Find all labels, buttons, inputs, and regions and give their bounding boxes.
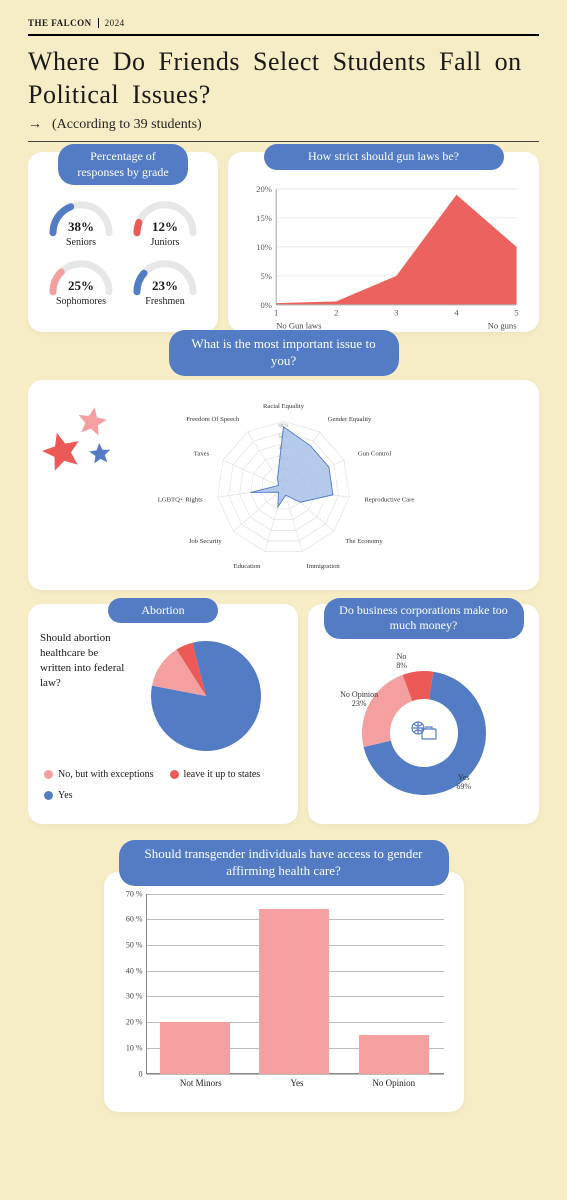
corp-donut — [339, 645, 509, 815]
gauge-label: Juniors — [151, 237, 180, 248]
sub-rule — [28, 141, 539, 142]
svg-text:5: 5 — [514, 307, 518, 317]
grades-title: Percentage of responses by grade — [58, 144, 188, 185]
bar-ytick: 10 % — [117, 1043, 143, 1052]
gauge-juniors: 12% Juniors — [128, 197, 202, 248]
bar-label: Not Minors — [180, 1078, 222, 1088]
year: 2024 — [105, 18, 125, 28]
legend-swatch — [44, 770, 53, 779]
abortion-question: Should abortion healthcare be written in… — [40, 631, 130, 761]
page-title: Where Do Friends Select Students Fall on… — [28, 46, 539, 111]
corp-title: Do business corporations make too much m… — [324, 598, 524, 639]
svg-text:Racial Equality: Racial Equality — [263, 403, 305, 410]
svg-text:0%: 0% — [260, 300, 271, 310]
svg-text:Reproductive Care: Reproductive Care — [364, 496, 414, 503]
subtitle-row: → (According to 39 students) — [28, 117, 539, 133]
svg-text:No guns: No guns — [488, 320, 517, 330]
svg-text:15%: 15% — [256, 213, 272, 223]
bar-label: Yes — [290, 1078, 303, 1088]
publication: THE FALCON — [28, 18, 92, 28]
svg-text:2: 2 — [334, 307, 338, 317]
donut-label: No8% — [396, 653, 407, 671]
gauge-label: Sophomores — [56, 296, 106, 307]
svg-text:Gun Control: Gun Control — [358, 450, 392, 457]
donut-label: Yes69% — [456, 774, 471, 792]
bar-ytick: 50 % — [117, 940, 143, 949]
bar-ytick: 30 % — [117, 992, 143, 1001]
trans-card: 010 %20 %30 %40 %50 %60 %70 % Not Minors… — [104, 872, 464, 1112]
gun-card: How strict should gun laws be? 0%5%10%15… — [228, 152, 539, 332]
svg-text:The Economy: The Economy — [345, 538, 383, 545]
svg-text:10%: 10% — [256, 242, 272, 252]
bar — [160, 1022, 230, 1073]
bar-ytick: 20 % — [117, 1018, 143, 1027]
bar-ytick: 70 % — [117, 889, 143, 898]
stars-decoration — [42, 404, 132, 489]
trans-title: Should transgender individuals have acce… — [119, 840, 449, 886]
gauge-pct: 12% — [152, 219, 178, 235]
bar-label: No Opinion — [372, 1078, 415, 1088]
grades-card: Percentage of responses by grade 38%Seni… — [28, 152, 218, 332]
legend-item: No, but with exceptions — [44, 769, 154, 780]
svg-text:3: 3 — [394, 307, 398, 317]
gauge-seniors: 38% Seniors — [44, 197, 118, 248]
legend-item: leave it up to states — [170, 769, 261, 780]
bar-ytick: 40 % — [117, 966, 143, 975]
legend-item: Yes — [44, 790, 73, 801]
bar — [359, 1035, 429, 1074]
abortion-title: Abortion — [108, 598, 218, 624]
radar-section: What is the most important issue to you?… — [28, 330, 539, 590]
svg-text:No Gun laws: No Gun laws — [276, 320, 322, 330]
gauge-pct: 23% — [152, 278, 178, 294]
abortion-legend: No, but with exceptions leave it up to st… — [38, 769, 288, 801]
row-abortion-corp: Abortion Should abortion healthcare be w… — [28, 604, 539, 824]
bar-ytick: 0 — [117, 1069, 143, 1078]
row-grades-gun: Percentage of responses by grade 38%Seni… — [28, 152, 539, 332]
svg-text:20%: 20% — [256, 184, 272, 194]
radar-title: What is the most important issue to you? — [169, 330, 399, 376]
gun-area-chart: 0% 5% 10% 15% 20% 1 2 3 4 5 No Gun laws No guns — [238, 170, 529, 335]
top-rule — [28, 34, 539, 36]
legend-swatch — [44, 791, 53, 800]
legend-label: No, but with exceptions — [58, 769, 154, 780]
svg-text:Taxes: Taxes — [194, 450, 210, 457]
svg-text:Job Security: Job Security — [189, 538, 223, 545]
bar — [259, 909, 329, 1074]
legend-label: leave it up to states — [184, 769, 261, 780]
trans-bar-labels: Not Minors Yes No Opinion — [146, 1078, 450, 1088]
donut-label: No Opinion23% — [340, 691, 378, 709]
svg-text:LGBTQ+ Rights: LGBTQ+ Rights — [158, 496, 203, 503]
subtitle: (According to 39 students) — [52, 117, 202, 133]
svg-text:5%: 5% — [260, 271, 271, 281]
gauges-grid: 38% Seniors 12% Juniors 25% Sophomores 23% Fres… — [38, 197, 208, 307]
radar-card: 10 %20 %30 %40 %50 %60 %Racial EqualityG… — [28, 380, 539, 590]
gauge-pct: 38% — [68, 219, 94, 235]
svg-text:Education: Education — [234, 563, 262, 570]
gauge-label: Seniors — [66, 237, 96, 248]
corp-card: Do business corporations make too much m… — [308, 604, 539, 824]
gauge-label: Freshmen — [145, 296, 184, 307]
gun-title: How strict should gun laws be? — [264, 144, 504, 170]
masthead: THE FALCON 2024 — [28, 18, 539, 28]
abortion-card: Abortion Should abortion healthcare be w… — [28, 604, 298, 824]
gauge-pct: 25% — [68, 278, 94, 294]
legend-label: Yes — [58, 790, 73, 801]
bar-ytick: 60 % — [117, 915, 143, 924]
svg-text:Freedom Of Speech: Freedom Of Speech — [186, 416, 240, 423]
svg-text:Immigration: Immigration — [307, 563, 341, 570]
abortion-pie — [136, 631, 276, 761]
svg-text:1: 1 — [274, 307, 278, 317]
gauge-freshmen: 23% Freshmen — [128, 256, 202, 307]
trans-bar-chart: 010 %20 %30 %40 %50 %60 %70 % — [146, 894, 444, 1074]
svg-text:4: 4 — [454, 307, 459, 317]
trans-section: Should transgender individuals have acce… — [28, 840, 539, 1112]
arrow-icon: → — [28, 117, 42, 133]
gauge-sophomores: 25% Sophomores — [44, 256, 118, 307]
legend-swatch — [170, 770, 179, 779]
masthead-divider — [98, 18, 99, 28]
svg-text:Gender Equality: Gender Equality — [328, 416, 372, 423]
corp-donut-wrap: Yes69% No Opinion23% No8% — [339, 645, 509, 815]
